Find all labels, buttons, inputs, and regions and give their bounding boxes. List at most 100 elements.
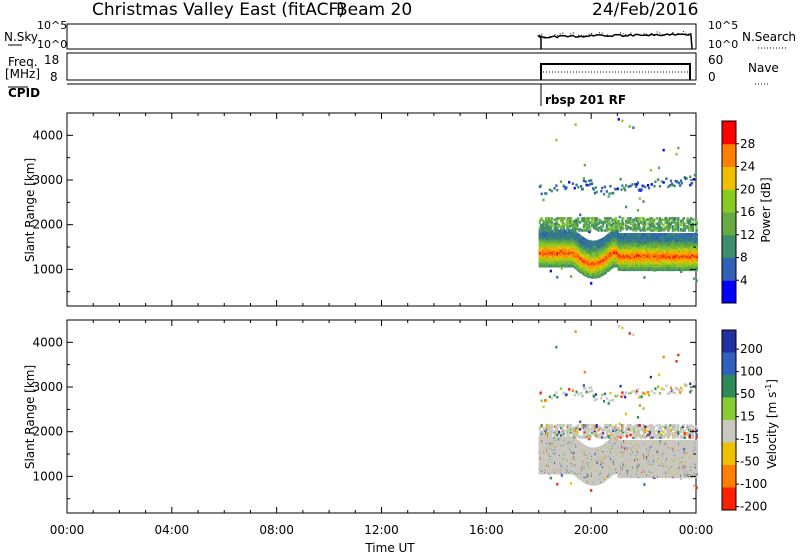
power-cell <box>556 217 559 220</box>
power-cell <box>632 229 635 232</box>
power-cell <box>611 223 614 227</box>
power-cell <box>593 222 596 226</box>
power-cell <box>595 223 598 227</box>
power-cell <box>615 221 619 224</box>
power-cell <box>640 188 643 192</box>
power-cell <box>580 229 584 232</box>
power-cell <box>595 217 598 220</box>
nsearch-point <box>625 33 627 35</box>
power-cell <box>636 221 640 224</box>
power-cell <box>628 221 631 224</box>
power-cell <box>547 221 550 224</box>
power-cell <box>600 227 603 231</box>
nave-tick-top: 60 <box>708 53 723 67</box>
power-cell <box>550 221 553 224</box>
power-cell <box>605 229 608 232</box>
power-cell <box>608 222 611 226</box>
power-cell <box>629 219 632 223</box>
power-cell <box>546 219 549 223</box>
power-cell <box>538 227 541 231</box>
power-cell <box>613 218 616 222</box>
nsearch-point <box>651 32 653 34</box>
power-cell <box>623 186 626 190</box>
nave-label: Nave <box>748 61 779 75</box>
power-cell <box>562 226 565 230</box>
nave-tick-bottom: 0 <box>708 70 716 84</box>
power-cell <box>636 181 640 185</box>
power-cell <box>573 223 576 227</box>
power-cell <box>615 225 619 228</box>
power-cell <box>590 282 593 285</box>
power-cell <box>546 223 549 227</box>
power-cell <box>605 218 608 222</box>
power-cell <box>605 226 608 230</box>
power-cell <box>550 225 553 228</box>
power-cell <box>542 198 545 202</box>
power-cell <box>542 219 545 223</box>
power-cell <box>589 229 592 232</box>
power-cell <box>574 222 577 226</box>
nsearch-point <box>688 33 690 35</box>
nsearch-point <box>557 34 559 36</box>
power-cell <box>577 219 580 223</box>
power-cell <box>593 191 596 195</box>
power-cell <box>554 226 557 230</box>
nsearch-tick-bottom: 10^0 <box>708 38 738 51</box>
power-cell <box>612 226 615 230</box>
power-cell <box>601 229 604 232</box>
power-cell <box>591 223 594 227</box>
power-cell <box>609 217 612 220</box>
power-cell <box>602 192 606 196</box>
nsearch-point <box>549 36 551 38</box>
power-cell <box>617 219 620 223</box>
power-cell <box>609 226 612 230</box>
power-cell <box>586 229 589 232</box>
power-cell <box>609 184 612 188</box>
power-cell <box>544 222 547 226</box>
power-cell <box>603 185 607 189</box>
power-cell <box>577 185 580 189</box>
power-cell <box>542 226 545 230</box>
power-cell <box>612 191 615 195</box>
power-cell <box>553 186 556 190</box>
power-cell <box>540 192 543 196</box>
power-cell <box>622 217 625 220</box>
power-cell <box>620 188 623 191</box>
power-cell <box>588 179 591 183</box>
power-cell <box>621 119 624 123</box>
nsearch-point <box>659 32 661 34</box>
power-cell <box>585 223 588 227</box>
power-cell <box>548 219 552 223</box>
power-cell <box>556 227 559 231</box>
power-cell <box>580 218 584 222</box>
nsky-trace <box>536 31 693 50</box>
nsearch-point <box>685 32 687 34</box>
power-cell <box>562 225 565 228</box>
power-cell <box>574 227 577 231</box>
power-cell <box>588 230 591 234</box>
nsearch-point <box>672 32 674 34</box>
power-cell <box>581 187 585 191</box>
nsearch-point <box>554 34 556 36</box>
power-cell <box>594 225 597 228</box>
power-cell <box>592 217 596 220</box>
power-cell <box>579 213 582 217</box>
power-cell <box>584 221 587 224</box>
power-cell <box>574 123 577 126</box>
power-cell <box>587 219 590 223</box>
power-cell <box>612 227 615 231</box>
power-cell <box>592 188 596 191</box>
power-cell <box>597 222 600 226</box>
nsearch-point <box>591 33 593 35</box>
power-cell <box>561 217 564 220</box>
power-cell <box>639 229 642 232</box>
power-cell <box>540 217 543 220</box>
power-cell <box>569 221 573 224</box>
power-cell <box>569 225 572 228</box>
power-cell <box>635 217 638 220</box>
power-cell <box>639 221 642 224</box>
power-cell <box>629 217 632 220</box>
power-cell <box>540 223 543 227</box>
nsky-label: N.Sky <box>4 30 38 44</box>
